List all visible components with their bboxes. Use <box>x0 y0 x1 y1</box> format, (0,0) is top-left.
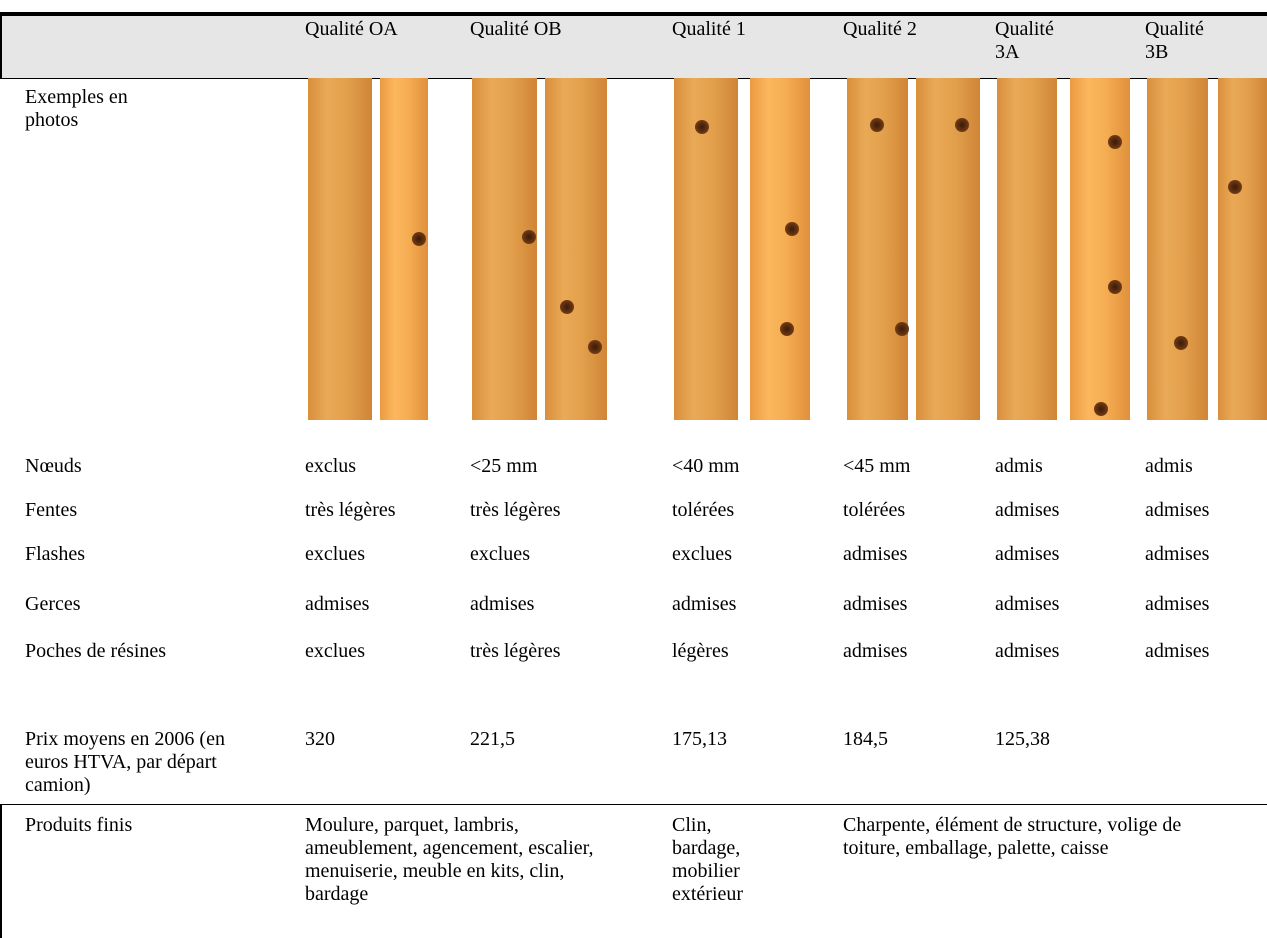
cell: 221,5 <box>470 728 515 750</box>
cell: admises <box>672 593 737 615</box>
photo-label: Exemples en photos <box>25 86 128 131</box>
column-header: Qualité 2 <box>843 18 917 40</box>
cell: <40 mm <box>672 455 740 477</box>
cell: admises <box>1145 640 1210 662</box>
products-label: Produits finis <box>25 814 133 836</box>
column-header: Qualité 3B <box>1145 18 1204 63</box>
plank <box>997 78 1057 420</box>
cell: admises <box>843 640 908 662</box>
cell: 320 <box>305 728 335 750</box>
cell: admises <box>995 543 1060 565</box>
knot <box>1108 135 1122 149</box>
knot <box>895 322 909 336</box>
row-label: Gerces <box>25 593 81 615</box>
plank <box>750 78 810 420</box>
cell: exclues <box>305 640 365 662</box>
cell: admises <box>1145 543 1210 565</box>
cell: admis <box>1145 455 1193 477</box>
knot <box>1228 180 1242 194</box>
cell: admises <box>1145 499 1210 521</box>
products-group: Moulure, parquet, lambris, ameublement, … <box>305 814 594 905</box>
cell: exclus <box>305 455 357 477</box>
cell: 125,38 <box>995 728 1050 750</box>
plank <box>1147 78 1208 420</box>
cell: tolérées <box>672 499 735 521</box>
column-header: Qualité 3A <box>995 18 1054 63</box>
knot <box>560 300 574 314</box>
cell: exclues <box>305 543 365 565</box>
cell: admises <box>470 593 535 615</box>
cell: très légères <box>470 640 561 662</box>
header-bg <box>0 12 1267 78</box>
knot <box>412 232 426 246</box>
cell: admis <box>995 455 1043 477</box>
knot <box>695 120 709 134</box>
products-group: Clin, bardage, mobilier extérieur <box>672 814 744 905</box>
rule <box>0 804 1267 805</box>
cell: admises <box>1145 593 1210 615</box>
row-label: Flashes <box>25 543 85 565</box>
plank <box>380 78 428 420</box>
cell: exclues <box>470 543 530 565</box>
knot <box>588 340 602 354</box>
row-label: Prix moyens en 2006 (en euros HTVA, par … <box>25 728 225 796</box>
cell: admises <box>843 593 908 615</box>
cell: <45 mm <box>843 455 911 477</box>
cell: 184,5 <box>843 728 888 750</box>
column-header: Qualité OB <box>470 18 562 40</box>
cell: très légères <box>305 499 396 521</box>
plank <box>1070 78 1130 420</box>
row-label: Nœuds <box>25 455 82 477</box>
cell: admises <box>843 543 908 565</box>
cell: tolérées <box>843 499 906 521</box>
cell: 175,13 <box>672 728 727 750</box>
knot <box>1094 402 1108 416</box>
rule <box>0 78 1267 79</box>
knot <box>785 222 799 236</box>
plank <box>1218 78 1267 420</box>
plank <box>916 78 980 420</box>
column-header: Qualité 1 <box>672 18 746 40</box>
rule <box>0 12 2 78</box>
cell: <25 mm <box>470 455 538 477</box>
row-label: Fentes <box>25 499 78 521</box>
knot <box>1174 336 1188 350</box>
rule <box>0 804 2 938</box>
cell: admises <box>995 593 1060 615</box>
knot <box>955 118 969 132</box>
knot <box>522 230 536 244</box>
column-header: Qualité OA <box>305 18 398 40</box>
cell: exclues <box>672 543 732 565</box>
cell: légères <box>672 640 729 662</box>
products-group: Charpente, élément de structure, volige … <box>843 814 1182 859</box>
plank <box>545 78 607 420</box>
cell: admises <box>305 593 370 615</box>
plank <box>472 78 537 420</box>
knot <box>870 118 884 132</box>
plank <box>308 78 372 420</box>
cell: admises <box>995 640 1060 662</box>
cell: très légères <box>470 499 561 521</box>
knot <box>780 322 794 336</box>
row-label: Poches de résines <box>25 640 167 662</box>
plank <box>847 78 908 420</box>
knot <box>1108 280 1122 294</box>
cell: admises <box>995 499 1060 521</box>
plank <box>674 78 738 420</box>
